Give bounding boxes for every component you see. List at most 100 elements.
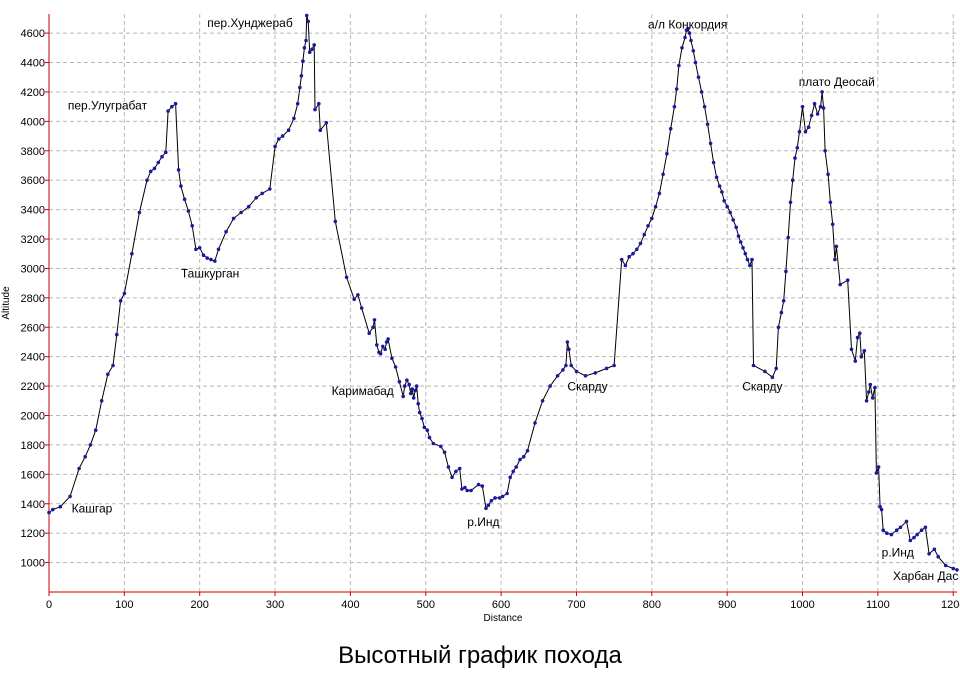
data-point	[333, 219, 338, 224]
data-point	[898, 525, 903, 530]
data-point	[788, 200, 793, 205]
data-point	[497, 496, 502, 500]
data-point	[344, 275, 349, 280]
data-point	[446, 465, 451, 469]
data-point	[166, 109, 170, 113]
data-point	[604, 366, 609, 371]
data-point	[356, 293, 360, 297]
data-point	[463, 485, 467, 490]
data-point	[431, 441, 436, 446]
data-point	[583, 374, 588, 378]
y-tick-label: 1000	[21, 558, 45, 570]
x-tick-label: 500	[417, 599, 435, 611]
point-annotation: плато Деосай	[799, 75, 875, 89]
data-point	[668, 126, 673, 131]
data-point	[318, 128, 323, 132]
data-point	[410, 387, 415, 391]
data-point	[878, 504, 882, 509]
data-point	[401, 394, 406, 399]
data-point	[828, 200, 833, 205]
data-point	[372, 318, 377, 322]
data-point	[313, 107, 317, 112]
data-point	[411, 396, 416, 400]
data-point	[152, 166, 157, 171]
data-point	[830, 222, 835, 227]
data-point	[533, 421, 537, 425]
y-tick-label: 4400	[21, 58, 45, 70]
point-annotation: Кашгар	[72, 502, 113, 516]
data-point	[450, 475, 454, 480]
data-point	[853, 359, 858, 363]
y-tick-label: 1200	[21, 528, 45, 540]
data-point	[915, 532, 919, 537]
data-point	[469, 488, 473, 493]
data-point	[381, 344, 385, 349]
data-point	[815, 112, 820, 116]
data-point	[873, 385, 877, 390]
data-point	[821, 106, 826, 110]
data-point	[561, 368, 565, 372]
data-point	[268, 187, 272, 191]
y-tick-label: 4600	[21, 28, 45, 40]
data-point	[859, 354, 864, 359]
data-point	[687, 31, 692, 35]
data-point	[164, 150, 168, 154]
data-point	[951, 566, 955, 571]
data-point	[525, 449, 530, 453]
y-tick-label: 2000	[21, 411, 45, 423]
data-point	[378, 351, 383, 356]
data-point	[567, 347, 571, 352]
data-point	[793, 156, 797, 160]
data-point	[209, 257, 213, 262]
data-point	[638, 241, 643, 246]
data-point	[646, 224, 650, 228]
data-point	[657, 191, 662, 196]
data-point	[454, 469, 458, 474]
y-tick-label: 3800	[21, 146, 45, 158]
data-point	[194, 247, 198, 252]
data-point	[845, 278, 850, 283]
y-axis-title: Altitude	[1, 286, 12, 320]
data-point	[714, 175, 719, 180]
data-point	[306, 19, 311, 24]
data-point	[367, 331, 372, 336]
data-point	[790, 178, 795, 182]
data-point	[734, 225, 738, 230]
data-point	[876, 465, 881, 469]
data-point	[919, 528, 924, 532]
data-point	[812, 101, 817, 106]
data-point	[908, 538, 913, 543]
data-point	[359, 306, 364, 310]
data-point	[514, 465, 518, 469]
data-point	[731, 218, 735, 222]
data-point	[806, 125, 811, 129]
data-point	[68, 494, 72, 499]
data-point	[720, 190, 724, 194]
data-point	[858, 331, 862, 336]
data-point	[642, 232, 647, 237]
data-point	[612, 363, 616, 368]
data-point	[254, 196, 258, 200]
data-point	[797, 129, 802, 134]
data-point	[476, 482, 481, 487]
point-annotation: Каримабад	[332, 384, 394, 398]
data-point	[862, 349, 867, 353]
data-point	[868, 382, 873, 387]
data-point	[784, 269, 788, 274]
data-point	[173, 101, 178, 106]
data-point	[702, 104, 707, 109]
data-point	[665, 151, 669, 156]
data-point	[130, 251, 134, 256]
data-point	[115, 332, 119, 337]
x-axis-title: Distance	[484, 613, 523, 624]
data-point	[691, 49, 696, 53]
data-point	[725, 204, 729, 209]
data-point	[160, 154, 164, 159]
data-point	[686, 26, 690, 31]
x-tick-label: 800	[643, 599, 661, 611]
data-point	[683, 35, 687, 40]
data-point	[324, 121, 329, 125]
data-point	[312, 43, 317, 47]
data-point	[182, 197, 187, 202]
y-tick-label: 4000	[21, 116, 45, 128]
